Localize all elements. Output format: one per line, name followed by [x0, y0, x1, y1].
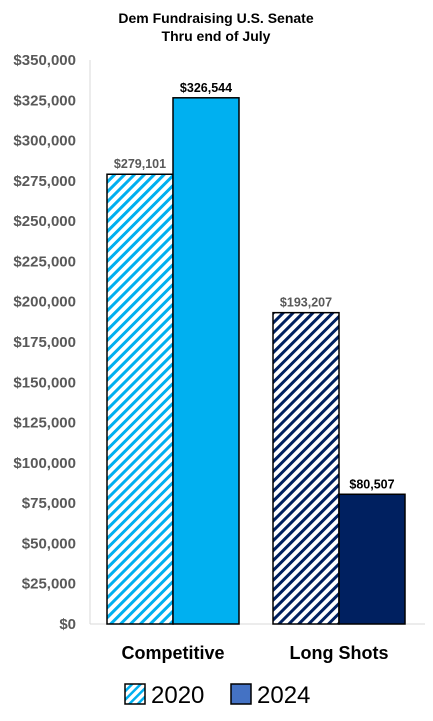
data-label: $193,207: [280, 296, 332, 310]
data-label: $80,507: [349, 477, 394, 491]
y-tick-label: $250,000: [13, 213, 76, 230]
bar-2024-competitive: [172, 97, 240, 625]
y-tick-label: $325,000: [13, 92, 76, 109]
y-axis-tick-labels: $0 $25,000 $50,000 $75,000 $100,000 $125,000 $…: [13, 52, 76, 633]
y-tick-label: $100,000: [13, 455, 76, 472]
y-tick-label: $275,000: [13, 173, 76, 190]
legend-swatch-2020: [124, 683, 146, 705]
y-tick-label: $175,000: [13, 334, 76, 351]
data-label: $326,544: [180, 81, 232, 95]
x-tick-label: Long Shots: [290, 643, 389, 663]
y-tick-label: $350,000: [13, 52, 76, 69]
y-tick-label: $200,000: [13, 294, 76, 311]
x-axis-tick-labels: Competitive Long Shots: [121, 643, 388, 663]
legend-label-2020: 2020: [151, 682, 204, 709]
bar-group: [106, 97, 406, 625]
y-tick-label: $150,000: [13, 374, 76, 391]
data-label: $279,101: [114, 157, 166, 171]
y-tick-label: $125,000: [13, 415, 76, 432]
bar-2020-long-shots: [272, 311, 340, 625]
y-tick-label: $50,000: [22, 535, 76, 552]
legend-swatch-2024: [230, 683, 252, 705]
y-tick-label: $25,000: [22, 576, 76, 593]
data-label-group: $279,101 $326,544 $193,207 $80,507: [114, 81, 395, 491]
legend: 2020 2024: [124, 682, 310, 709]
chart-title: Dem Fundraising U.S. Senate: [118, 10, 313, 26]
y-tick-label: $0: [59, 616, 76, 633]
chart-subtitle: Thru end of July: [162, 28, 271, 44]
y-tick-label: $300,000: [13, 133, 76, 150]
bar-2024-long-shots: [338, 493, 406, 625]
bar-2020-competitive: [106, 173, 174, 625]
y-tick-label: $225,000: [13, 253, 76, 270]
y-tick-label: $75,000: [22, 495, 76, 512]
x-tick-label: Competitive: [121, 643, 224, 663]
legend-label-2024: 2024: [257, 682, 310, 709]
